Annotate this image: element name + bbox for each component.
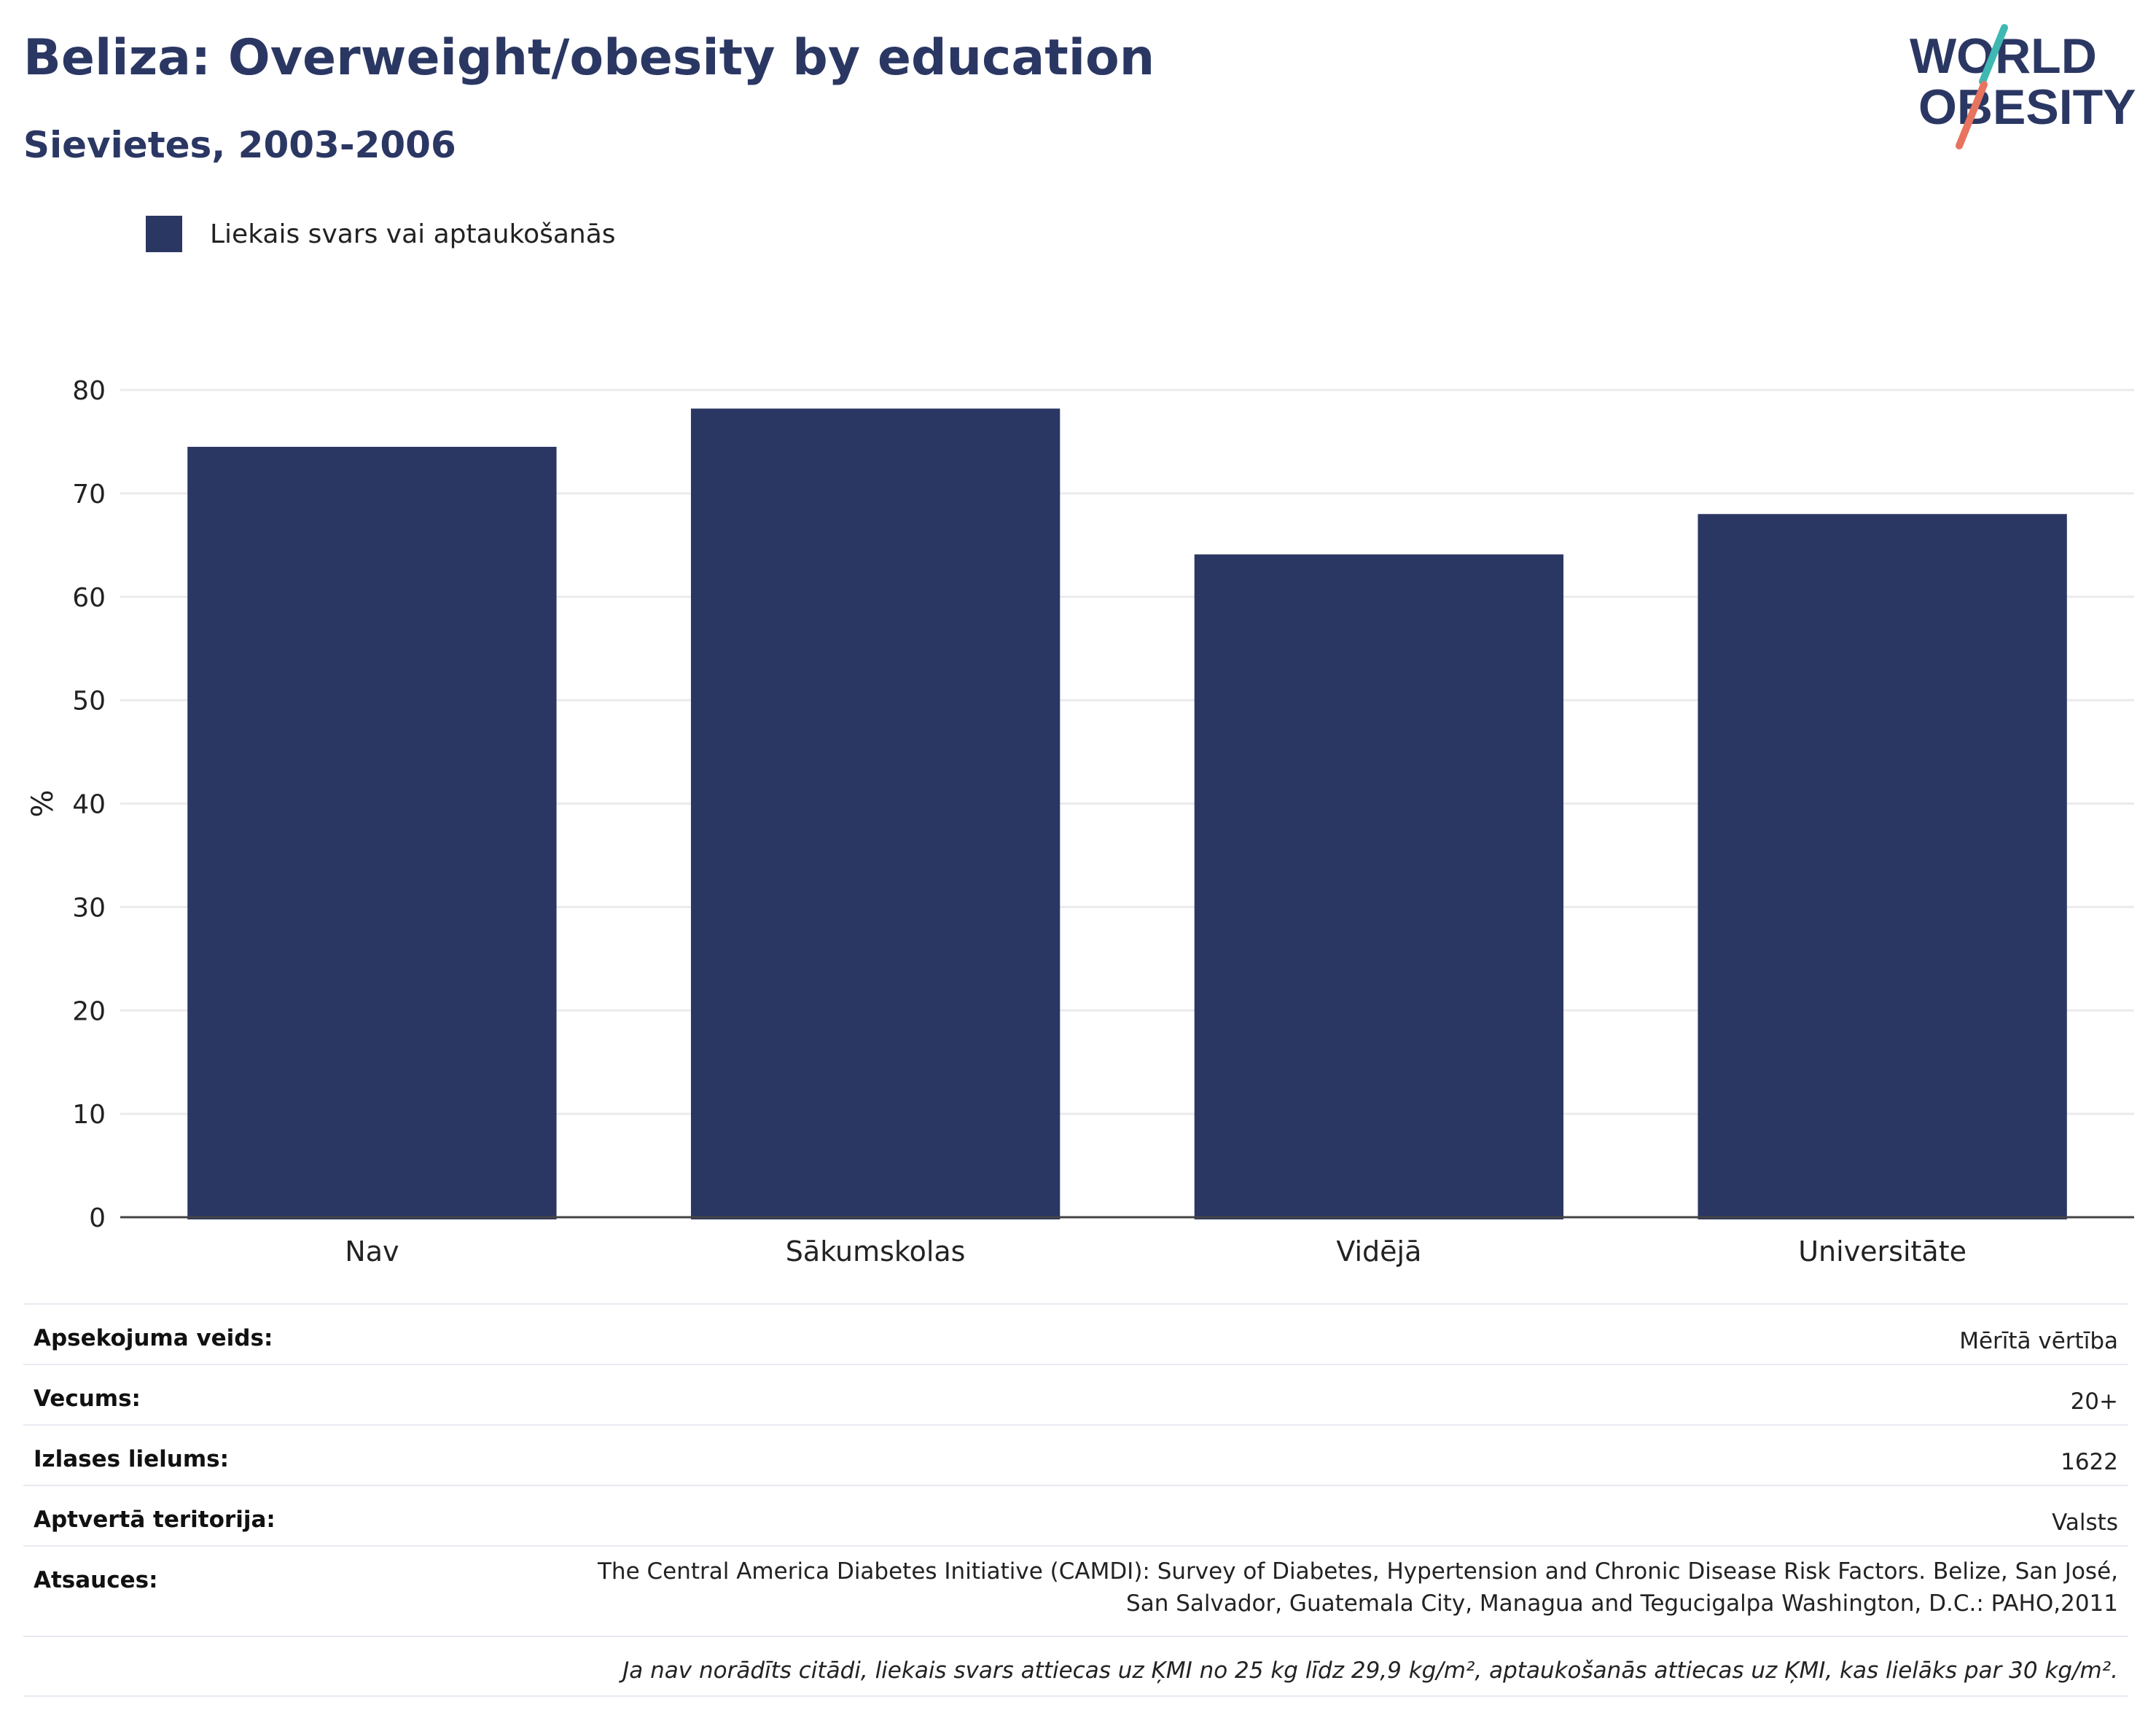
info-label: Apsekojuma veids: (34, 1325, 273, 1351)
page-subtitle: Sievietes, 2003-2006 (23, 124, 456, 166)
info-value: The Central America Diabetes Initiative … (598, 1547, 2118, 1620)
info-value: 20+ (2070, 1389, 2118, 1415)
bar (1698, 514, 2067, 1219)
info-label: Izlases lielums: (34, 1446, 229, 1472)
info-row-age: Vecums: 20+ (23, 1364, 2128, 1424)
y-tick-label: 10 (72, 1100, 106, 1130)
info-row-sample-size: Izlases lielums: 1622 (23, 1424, 2128, 1485)
info-label: Atsauces: (34, 1567, 158, 1593)
logo-text-obesity: OBESITY (1918, 79, 2136, 135)
legend-swatch (146, 216, 182, 252)
x-tick-label: Nav (345, 1235, 399, 1268)
info-value: 1622 (2061, 1449, 2118, 1475)
info-value: Mērītā vērtība (1959, 1328, 2118, 1354)
bar (187, 447, 557, 1219)
info-row-coverage: Aptvertā teritorija: Valsts (23, 1485, 2128, 1545)
legend-label: Liekais svars vai aptaukošanās (210, 219, 616, 249)
reference-line-2: San Salvador, Guatemala City, Managua an… (1126, 1590, 2118, 1617)
chart-legend: Liekais svars vai aptaukošanās (146, 216, 616, 252)
y-tick-label: 0 (89, 1203, 106, 1233)
y-tick-label: 20 (72, 996, 106, 1026)
info-label: Aptvertā teritorija: (34, 1507, 276, 1533)
x-tick-label: Universitāte (1798, 1235, 1966, 1268)
bmi-note: Ja nav norādīts citādi, liekais svars at… (622, 1657, 2118, 1684)
reference-line-1: The Central America Diabetes Initiative … (597, 1558, 2118, 1585)
y-tick-label: 60 (72, 583, 106, 613)
info-value: Valsts (2052, 1510, 2118, 1536)
info-table: Apsekojuma veids: Mērītā vērtība Vecums:… (23, 1303, 2128, 1697)
y-tick-label: 40 (72, 790, 106, 820)
world-obesity-logo: WORLD OBESITY (1910, 24, 2136, 149)
y-axis-title: % (26, 789, 60, 817)
page-title: Beliza: Overweight/obesity by education (23, 29, 1155, 87)
y-tick-label: 50 (72, 687, 106, 716)
x-tick-label: Sākumskolas (786, 1235, 966, 1268)
info-row-references: Atsauces: The Central America Diabetes I… (23, 1545, 2128, 1636)
logo-slash-teal (1979, 24, 2008, 85)
y-tick-label: 70 (72, 480, 106, 509)
bar (690, 408, 1061, 1219)
logo-slash-coral (1956, 81, 1988, 149)
x-tick-label: Vidējā (1336, 1235, 1421, 1268)
info-label: Vecums: (34, 1386, 141, 1412)
y-tick-label: 30 (72, 893, 106, 923)
info-row-note: Ja nav norādīts citādi, liekais svars at… (23, 1636, 2128, 1697)
bar-chart: 0 10 20 30 40 50 60 70 80 Nav Sākumskolas Vidējā Uni… (26, 376, 2134, 1268)
bar (1194, 554, 1564, 1219)
y-tick-label: 80 (72, 376, 106, 406)
info-row-survey-type: Apsekojuma veids: Mērītā vērtība (23, 1303, 2128, 1364)
